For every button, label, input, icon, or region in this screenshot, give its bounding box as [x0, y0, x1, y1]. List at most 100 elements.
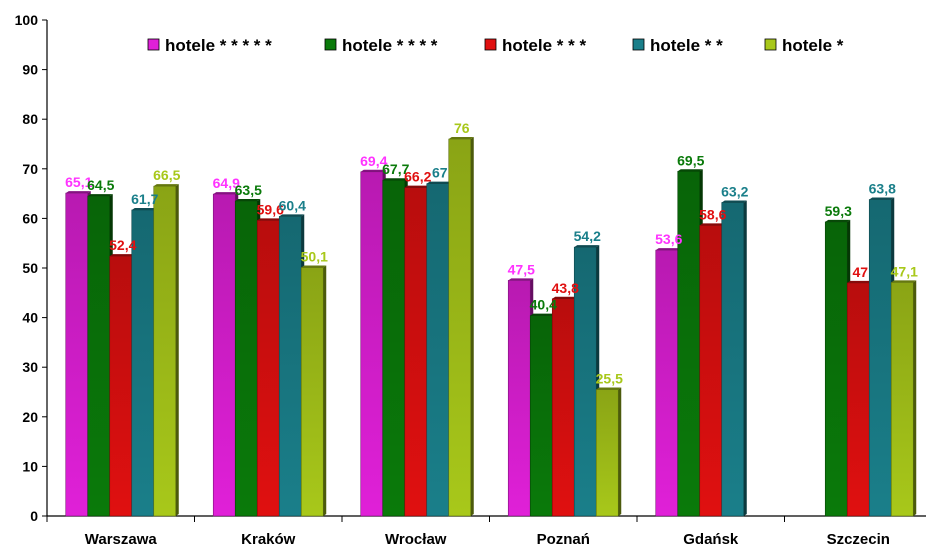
- bar-top: [699, 223, 725, 226]
- y-tick-label: 90: [22, 62, 38, 78]
- data-label: 25,5: [596, 371, 623, 387]
- data-label: 69,5: [677, 152, 704, 168]
- bar-top: [426, 181, 452, 184]
- bar: [153, 185, 177, 517]
- bar-top: [508, 278, 534, 281]
- bar-top: [891, 280, 917, 283]
- legend-swatch: [147, 38, 160, 51]
- data-label: 59,3: [825, 203, 852, 219]
- y-tick-label: 10: [22, 458, 38, 474]
- bar: [404, 187, 428, 517]
- data-label: 47,5: [508, 261, 535, 277]
- data-labels: 65,164,5 52,4 61,7 66,5 64,963,5 59,660,4 50,1…: [65, 120, 918, 386]
- legend-swatch: [764, 38, 777, 51]
- y-axis: 0 10 20 30 40 50 60 70 80 90 100: [15, 12, 48, 524]
- bar: [507, 280, 531, 517]
- bar: [426, 183, 450, 517]
- data-label: 43,8: [552, 280, 579, 296]
- bar: [655, 249, 679, 517]
- y-tick-label: 60: [22, 210, 38, 226]
- data-label: 66,5: [153, 167, 180, 183]
- bar: [109, 255, 133, 517]
- x-tick-label: Gdańsk: [683, 531, 739, 548]
- data-label: 67,7: [382, 161, 409, 177]
- bar-side: [913, 280, 917, 516]
- data-label: 64,9: [213, 175, 240, 191]
- y-tick-label: 100: [15, 12, 39, 28]
- x-tick-label: Poznań: [537, 531, 590, 548]
- bar-top: [65, 191, 91, 194]
- bar: [573, 246, 597, 517]
- data-label: 65,1: [65, 174, 92, 190]
- bar: [360, 171, 384, 517]
- data-label: 66,2: [404, 169, 431, 185]
- bar-top: [655, 248, 681, 251]
- data-label: 60,4: [279, 197, 306, 213]
- y-tick-label: 30: [22, 359, 38, 375]
- legend-label: hotele * * * *: [342, 36, 438, 55]
- bar-top: [448, 137, 474, 140]
- bar: [131, 209, 155, 517]
- bar: [278, 216, 302, 517]
- data-label: 53,6: [655, 231, 682, 247]
- bar-side: [743, 200, 747, 516]
- bar-side: [470, 137, 474, 517]
- data-label: 69,4: [360, 153, 387, 169]
- bar: [256, 220, 280, 517]
- bar-top: [847, 280, 873, 283]
- bar: [890, 282, 914, 517]
- data-label: 76: [454, 120, 470, 136]
- bar: [677, 170, 701, 517]
- bar: [551, 298, 575, 517]
- bar-top: [574, 245, 600, 248]
- bar-top: [235, 199, 261, 202]
- data-label: 47: [852, 264, 868, 280]
- legend-swatch: [324, 38, 337, 51]
- bar-top: [301, 265, 327, 268]
- bar-side: [618, 387, 622, 516]
- bar: [382, 179, 406, 517]
- data-label: 59,6: [257, 201, 284, 217]
- data-label: 58,6: [699, 206, 726, 222]
- x-tick-label: Kraków: [241, 531, 296, 548]
- y-tick-label: 0: [30, 508, 38, 524]
- x-tick-label: Warszawa: [85, 531, 158, 548]
- bar: [595, 389, 619, 517]
- legend-label: hotele * *: [650, 36, 723, 55]
- bar: [87, 195, 111, 517]
- y-tick-label: 70: [22, 161, 38, 177]
- bar-side: [323, 265, 327, 516]
- bar-top: [552, 296, 578, 299]
- data-label: 67: [432, 165, 448, 181]
- data-label: 63,2: [721, 184, 748, 200]
- data-label: 61,7: [131, 191, 158, 207]
- data-label: 63,5: [235, 182, 262, 198]
- bar: [868, 199, 892, 517]
- bar-top: [279, 214, 305, 217]
- bar-top: [131, 207, 157, 210]
- legend-swatch: [484, 38, 497, 51]
- x-axis: Warszawa Kraków Wrocław Poznań Gdańsk Szczeci…: [46, 515, 926, 548]
- data-label: 64,5: [87, 177, 114, 193]
- bar-side: [175, 184, 179, 516]
- data-label: 40,4: [530, 297, 557, 313]
- bar: [212, 193, 236, 517]
- data-label: 54,2: [574, 228, 601, 244]
- y-tick-label: 80: [22, 111, 38, 127]
- bar-top: [109, 254, 135, 257]
- bar: [824, 221, 848, 517]
- legend-label: hotele * * * * *: [165, 36, 272, 55]
- bar-top: [87, 194, 113, 197]
- legend: hotele * * * * * hotele * * * * hotele * *…: [147, 36, 844, 55]
- bars: [65, 137, 917, 517]
- bar-top: [257, 218, 283, 221]
- legend-label: hotele * * *: [502, 36, 586, 55]
- x-tick-label: Wrocław: [385, 531, 447, 548]
- legend-label: hotele *: [782, 36, 844, 55]
- bar-top: [153, 184, 179, 187]
- bar: [300, 267, 324, 517]
- bar-top: [721, 200, 747, 203]
- bar-top: [530, 313, 556, 316]
- y-tick-label: 50: [22, 260, 38, 276]
